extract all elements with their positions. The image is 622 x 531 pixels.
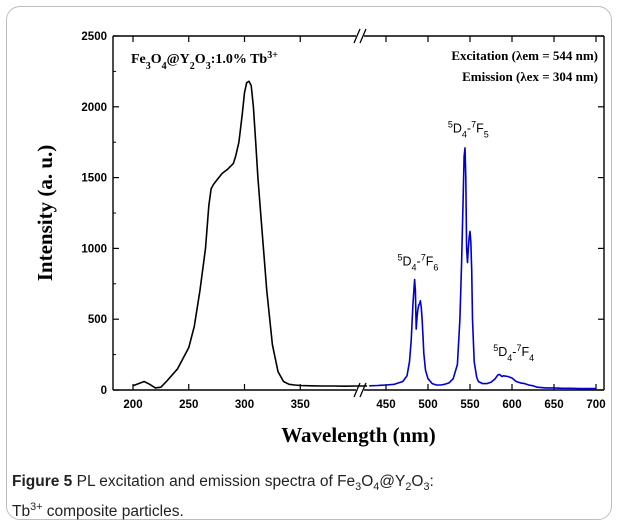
excitation-series-line — [132, 80, 368, 389]
y-tick-label: 1500 — [81, 173, 107, 185]
x-tick-label: 250 — [179, 399, 198, 411]
y-tick-label: 500 — [88, 314, 107, 326]
caption-text: @Y — [379, 473, 406, 490]
pl-spectra-chart: 0 500 1000 1500 2000 2500 200 250 300 350 450 500 55… — [33, 28, 606, 447]
figure-caption: Figure 5 PL excitation and emission spec… — [12, 472, 608, 522]
caption-text: O — [361, 473, 374, 490]
x-tick-label: 600 — [502, 399, 521, 411]
x-tick-label: 200 — [123, 399, 142, 411]
caption-sub: 2 — [405, 481, 412, 494]
caption-text: composite particles. — [42, 503, 184, 521]
y-tick-label: 2500 — [81, 31, 107, 43]
transition-annotation: 5D4-7F6 — [397, 252, 438, 272]
caption-sub: 4 — [373, 481, 380, 494]
caption-sub: 3 — [355, 481, 362, 494]
x-tick-label: 650 — [544, 399, 563, 411]
caption-text: O — [411, 473, 424, 490]
transition-annotation: 5D4-7F5 — [448, 119, 489, 139]
caption-text: Tb — [12, 503, 31, 521]
x-tick-label: 450 — [376, 399, 395, 411]
caption-figure-label: Figure 5 — [12, 473, 73, 490]
axis-break-mark — [353, 28, 361, 44]
legend-entry: Emission (λex = 304 nm) — [462, 69, 598, 84]
x-tick-label: 500 — [418, 399, 437, 411]
figure-frame — [6, 6, 612, 520]
x-tick-label: 550 — [460, 399, 479, 411]
x-tick-label: 700 — [586, 399, 605, 411]
caption-text: : — [429, 473, 434, 490]
sample-label: Fe3O4@Y2O3:1.0% Tb3+ — [131, 50, 278, 72]
x-tick-label: 350 — [291, 399, 310, 411]
y-tick-label: 1000 — [81, 243, 107, 255]
legend-entry: Excitation (λem = 544 nm) — [451, 48, 598, 63]
emission-series-line — [369, 147, 596, 390]
y-axis-label: Intensity (a. u.) — [33, 145, 57, 282]
x-tick-label: 300 — [235, 399, 254, 411]
x-axis-label: Wavelength (nm) — [281, 423, 436, 447]
y-tick-label: 2000 — [81, 102, 107, 114]
transition-annotation: 5D4-7F4 — [493, 343, 534, 363]
caption-text: PL excitation and emission spectra of Fe — [72, 473, 356, 490]
caption-sub: 3 — [423, 481, 430, 494]
caption-sup: 3+ — [30, 501, 43, 514]
axis-break-mark — [359, 28, 367, 44]
y-tick-label: 0 — [101, 385, 107, 397]
